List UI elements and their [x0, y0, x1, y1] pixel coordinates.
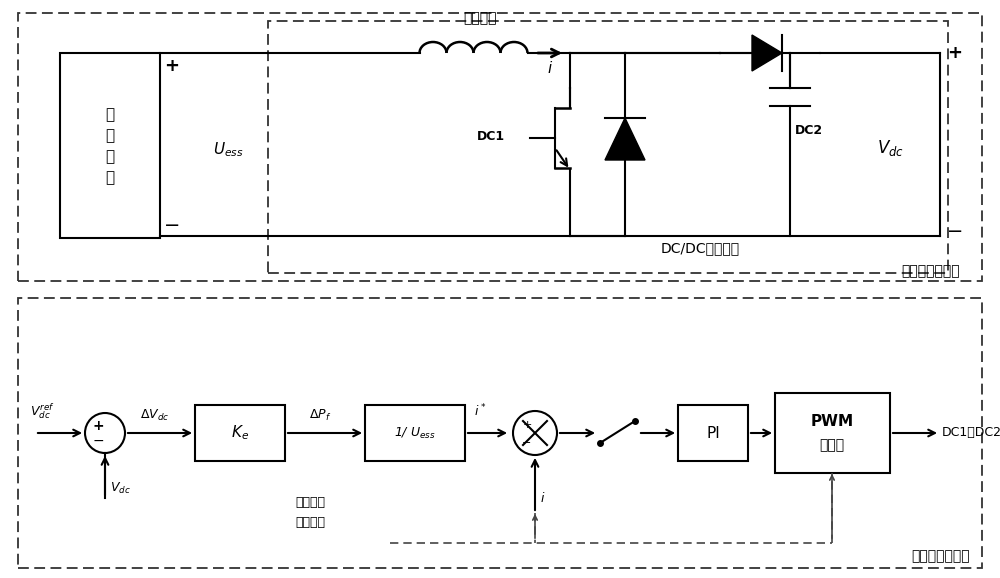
Polygon shape	[365, 405, 465, 461]
Text: $i$: $i$	[547, 60, 553, 76]
Text: −: −	[164, 217, 180, 235]
Text: +: +	[92, 419, 104, 433]
Text: −: −	[522, 438, 532, 448]
Text: +: +	[522, 420, 532, 430]
Text: 使能信号: 使能信号	[295, 517, 325, 529]
Polygon shape	[60, 53, 160, 238]
Text: $\Delta V_{dc}$: $\Delta V_{dc}$	[140, 407, 170, 423]
Polygon shape	[678, 405, 748, 461]
Text: 发生器: 发生器	[819, 438, 845, 452]
Text: DC1: DC1	[477, 129, 505, 143]
Text: −: −	[947, 221, 963, 240]
Polygon shape	[752, 35, 782, 71]
Text: 1/ $U_{ess}$: 1/ $U_{ess}$	[394, 425, 436, 440]
Text: 储能装置: 储能装置	[295, 497, 325, 509]
Text: 储能装置拓扑图: 储能装置拓扑图	[901, 264, 960, 278]
Text: +: +	[948, 44, 962, 62]
Text: DC1、DC2: DC1、DC2	[942, 427, 1000, 439]
Polygon shape	[195, 405, 285, 461]
Text: $i$: $i$	[540, 491, 545, 505]
Text: $V_{dc}$: $V_{dc}$	[110, 480, 131, 495]
Text: DC/DC变换装置: DC/DC变换装置	[660, 241, 740, 255]
Text: 储能装置控制图: 储能装置控制图	[911, 549, 970, 563]
Text: $K_e$: $K_e$	[231, 424, 249, 442]
Text: PWM: PWM	[810, 413, 854, 428]
Text: $U_{ess}$: $U_{ess}$	[213, 140, 243, 160]
Text: PI: PI	[706, 425, 720, 440]
Text: $\Delta P_f$: $\Delta P_f$	[309, 407, 331, 423]
Text: +: +	[164, 57, 180, 75]
Polygon shape	[775, 393, 890, 473]
Text: $V_{dc}$: $V_{dc}$	[877, 138, 903, 158]
Text: 滤波电感: 滤波电感	[463, 11, 497, 25]
Text: $V_{dc}^{ref}$: $V_{dc}^{ref}$	[30, 401, 55, 421]
Text: $i^*$: $i^*$	[474, 403, 486, 419]
Text: −: −	[92, 434, 104, 448]
Text: 储
能
电
池: 储 能 电 池	[105, 107, 115, 185]
Text: DC2: DC2	[795, 124, 823, 136]
Polygon shape	[605, 118, 645, 160]
